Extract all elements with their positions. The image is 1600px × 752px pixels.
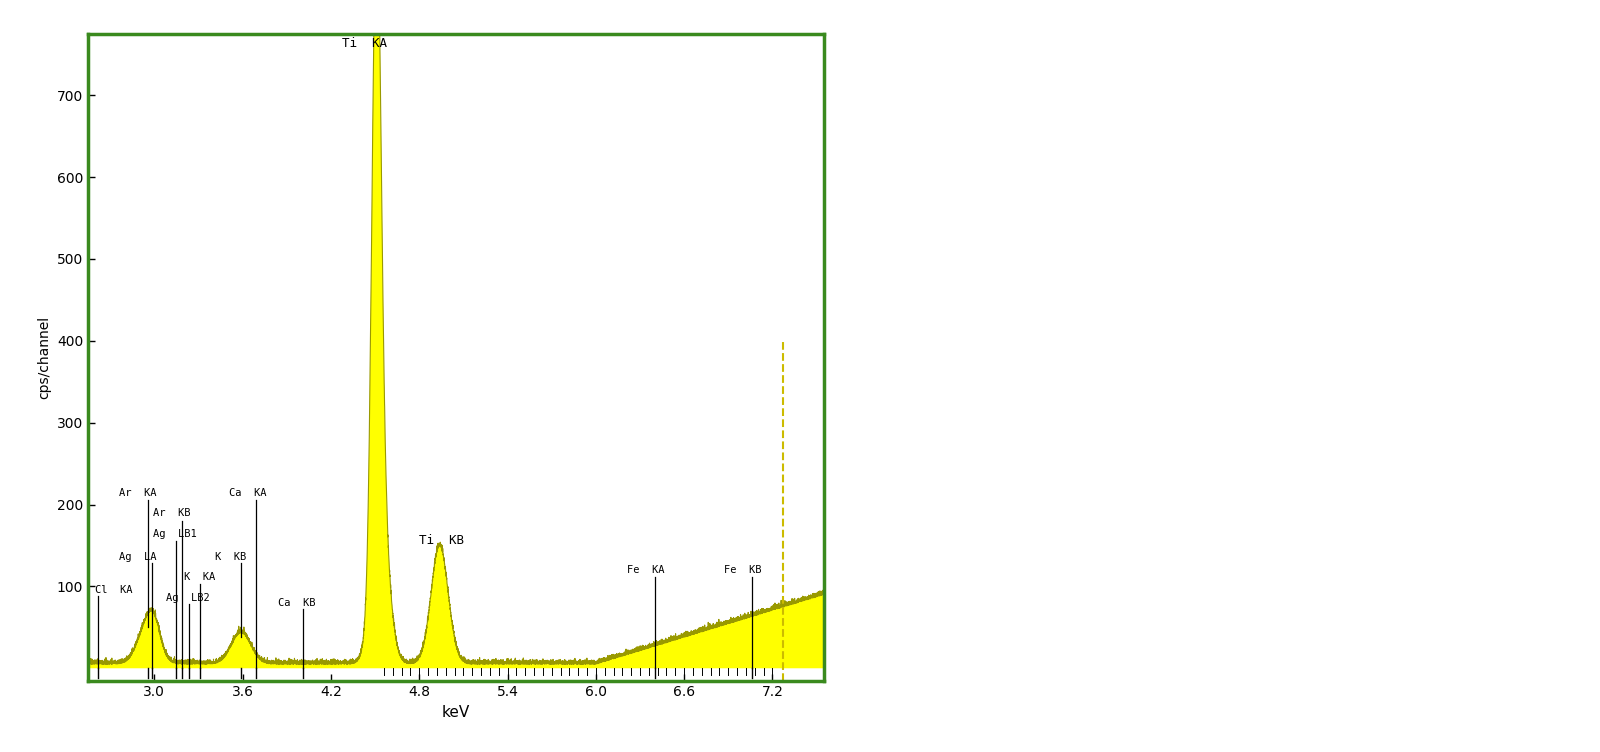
Text: Ti  KB: Ti KB <box>419 534 464 547</box>
Text: Ti  KA: Ti KA <box>342 37 387 50</box>
Text: Ar  KA: Ar KA <box>118 488 157 498</box>
Text: K  KA: K KA <box>184 572 214 582</box>
Text: K  KB: K KB <box>214 552 246 562</box>
Text: Fe  KB: Fe KB <box>723 565 762 575</box>
Text: Ag  LB1: Ag LB1 <box>152 529 197 539</box>
Text: Cl  KA: Cl KA <box>94 584 133 595</box>
Text: Fe  KA: Fe KA <box>627 565 664 575</box>
Text: Ag  LA: Ag LA <box>118 552 157 562</box>
Text: Ca  KA: Ca KA <box>229 488 267 498</box>
Y-axis label: cps/channel: cps/channel <box>37 316 51 399</box>
Text: Ca  KB: Ca KB <box>278 598 315 608</box>
Text: Ag  LB2: Ag LB2 <box>166 593 210 603</box>
X-axis label: keV: keV <box>442 705 470 720</box>
Text: Ar  KB: Ar KB <box>152 508 190 518</box>
